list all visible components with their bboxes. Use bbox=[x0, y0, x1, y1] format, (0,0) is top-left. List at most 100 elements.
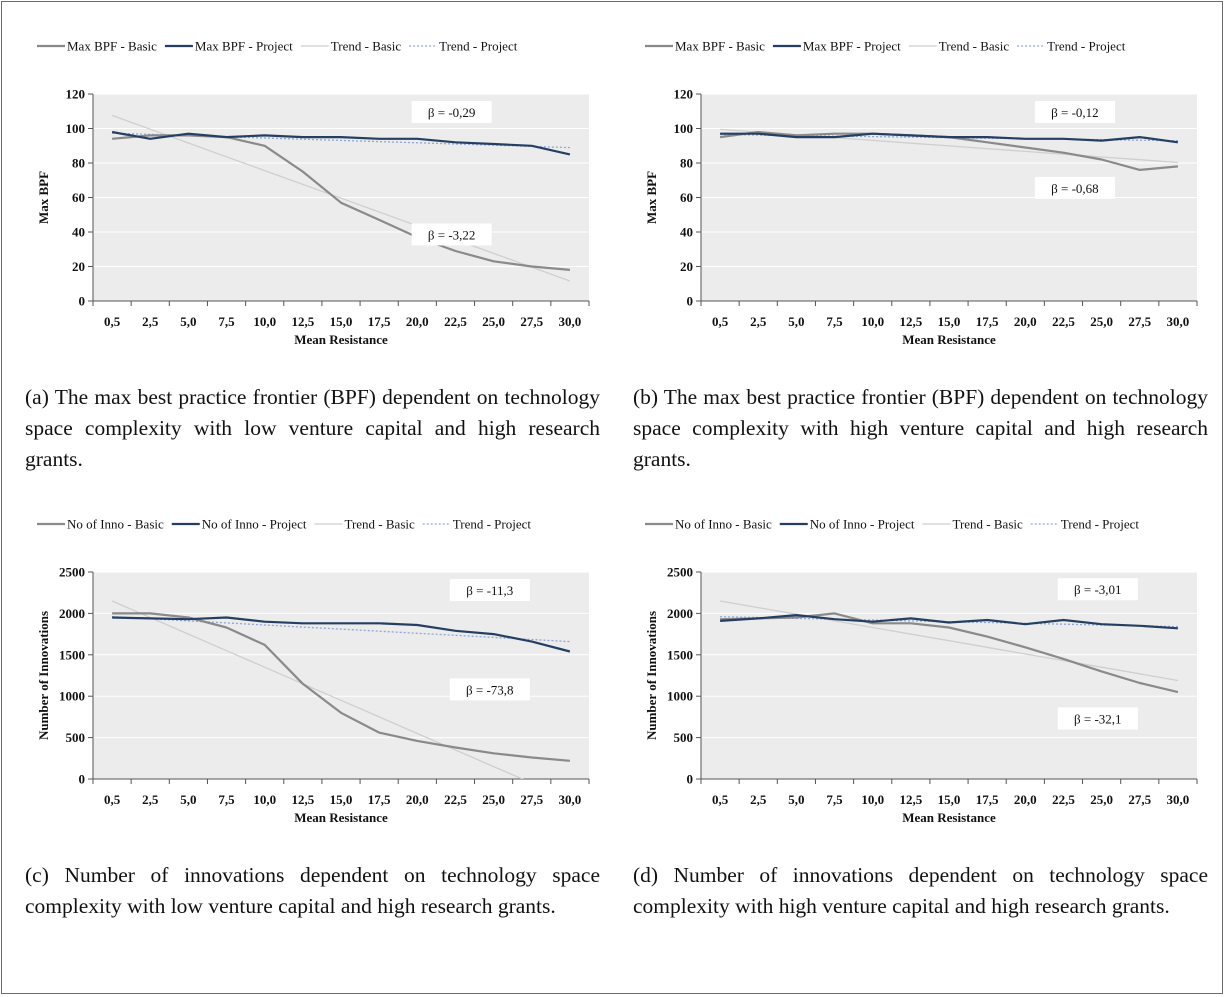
y-axis-title: Max BPF bbox=[36, 171, 51, 224]
y-tick-label: 40 bbox=[72, 225, 85, 240]
x-tick-label: 25,0 bbox=[1090, 314, 1113, 329]
x-tick-label: 2,5 bbox=[750, 314, 767, 329]
y-tick-label: 500 bbox=[674, 730, 694, 745]
y-tick-label: 120 bbox=[66, 87, 86, 102]
beta-label-box bbox=[1034, 176, 1115, 199]
x-tick-label: 2,5 bbox=[750, 792, 767, 807]
legend-label: Trend - Basic bbox=[331, 39, 402, 54]
caption-c: (c) Number of innovations dependent on t… bbox=[25, 863, 600, 918]
x-tick-label: 17,5 bbox=[976, 792, 999, 807]
x-axis-title: Mean Resistance bbox=[902, 810, 996, 825]
x-tick-label: 5,0 bbox=[180, 314, 196, 329]
y-tick-label: 500 bbox=[66, 730, 86, 745]
x-tick-label: 5,0 bbox=[788, 792, 804, 807]
x-tick-label: 27,5 bbox=[520, 314, 543, 329]
series-line-basic bbox=[112, 612, 570, 762]
x-tick-label: 25,0 bbox=[482, 792, 505, 807]
y-tick-label: 0 bbox=[687, 294, 694, 309]
beta-label-box bbox=[1057, 578, 1138, 601]
y-tick-label: 80 bbox=[680, 156, 693, 171]
series-line-project bbox=[720, 613, 1178, 630]
x-tick-label: 20,0 bbox=[406, 792, 429, 807]
x-tick-label: 12,5 bbox=[291, 792, 314, 807]
x-tick-label: 7,5 bbox=[218, 314, 235, 329]
plot-area bbox=[93, 572, 589, 779]
x-tick-label: 12,5 bbox=[899, 792, 922, 807]
beta-label: β = -0,68 bbox=[1051, 181, 1099, 196]
chart-c: 0 500 1000 1500 2000 2500 0,5 2,5 5,0 7,5 10,0 12,5… bbox=[36, 517, 590, 825]
beta-label-box bbox=[411, 223, 492, 246]
x-tick-label: 27,5 bbox=[520, 792, 543, 807]
x-tick-label: 15,0 bbox=[330, 314, 353, 329]
beta-label-box bbox=[449, 678, 530, 701]
x-tick-label: 15,0 bbox=[938, 314, 961, 329]
x-tick-label: 17,5 bbox=[368, 314, 391, 329]
beta-label-box bbox=[1034, 100, 1115, 123]
plot-area bbox=[701, 572, 1197, 779]
y-tick-label: 20 bbox=[680, 259, 693, 274]
series-line-basic bbox=[112, 134, 570, 271]
beta-label-box bbox=[449, 579, 530, 602]
x-tick-label: 30,0 bbox=[1167, 792, 1190, 807]
x-tick-label: 0,5 bbox=[712, 314, 729, 329]
x-tick-label: 7,5 bbox=[826, 792, 843, 807]
y-tick-label: 2000 bbox=[59, 606, 85, 621]
y-tick-label: 1000 bbox=[667, 689, 693, 704]
y-tick-label: 0 bbox=[79, 294, 86, 309]
x-tick-label: 30,0 bbox=[559, 314, 582, 329]
x-tick-label: 22,5 bbox=[1052, 792, 1075, 807]
legend-label: Max BPF - Basic bbox=[675, 39, 765, 54]
series-line-project bbox=[111, 130, 571, 156]
x-tick-label: 22,5 bbox=[444, 314, 467, 329]
x-tick-label: 12,5 bbox=[899, 314, 922, 329]
series-line-trend-basic bbox=[111, 114, 571, 282]
chart-d: 0 500 1000 1500 2000 2500 0,5 2,5 5,0 7,5 10,0 12,5… bbox=[644, 517, 1198, 825]
x-tick-label: 10,0 bbox=[861, 792, 884, 807]
x-tick-label: 22,5 bbox=[444, 792, 467, 807]
y-axis-title: Max BPF bbox=[644, 171, 659, 224]
series-line-trend-project bbox=[112, 616, 570, 643]
x-axis-title: Mean Resistance bbox=[294, 810, 388, 825]
x-tick-label: 2,5 bbox=[142, 314, 159, 329]
x-tick-label: 5,0 bbox=[788, 314, 804, 329]
legend-label: No of Inno - Basic bbox=[675, 517, 772, 532]
x-tick-label: 17,5 bbox=[368, 792, 391, 807]
beta-label: β = -11,3 bbox=[466, 583, 513, 598]
y-tick-label: 100 bbox=[674, 121, 694, 136]
legend-label: Trend - Project bbox=[1061, 517, 1140, 532]
beta-label: β = -0,12 bbox=[1051, 105, 1099, 120]
y-tick-label: 2000 bbox=[667, 606, 693, 621]
caption-a: (a) The max best practice frontier (BPF)… bbox=[25, 385, 600, 471]
y-tick-label: 2500 bbox=[667, 565, 693, 580]
x-tick-label: 0,5 bbox=[712, 792, 729, 807]
series-line-project bbox=[112, 616, 571, 653]
legend-label: Trend - Project bbox=[439, 39, 518, 54]
beta-label: β = -32,1 bbox=[1074, 711, 1122, 726]
y-tick-label: 60 bbox=[72, 190, 85, 205]
x-tick-label: 30,0 bbox=[1167, 314, 1190, 329]
x-axis-title: Mean Resistance bbox=[294, 332, 388, 347]
y-tick-label: 120 bbox=[674, 87, 694, 102]
x-tick-label: 7,5 bbox=[218, 792, 235, 807]
chart-a: 0 20 40 60 80 100 120 0,5 2,5 5,0 7,5 10,0 12,5 15,0 1… bbox=[36, 39, 590, 347]
y-tick-label: 60 bbox=[680, 190, 693, 205]
beta-label: β = -0,29 bbox=[428, 105, 476, 120]
x-tick-label: 7,5 bbox=[826, 314, 843, 329]
x-tick-label: 12,5 bbox=[291, 314, 314, 329]
x-tick-label: 10,0 bbox=[253, 792, 276, 807]
y-axis-title: Number of Innovations bbox=[644, 611, 659, 740]
x-tick-label: 20,0 bbox=[406, 314, 429, 329]
legend-label: No of Inno - Basic bbox=[67, 517, 164, 532]
series-line-project bbox=[720, 132, 1179, 144]
chart-b: 0 20 40 60 80 100 120 0,5 2,5 5,0 7,5 10,0 12,5 15,0 1… bbox=[644, 39, 1198, 347]
x-tick-label: 15,0 bbox=[938, 792, 961, 807]
x-axis-title: Mean Resistance bbox=[902, 332, 996, 347]
x-tick-label: 25,0 bbox=[1090, 792, 1113, 807]
legend-label: Max BPF - Project bbox=[195, 39, 293, 54]
legend-label: Max BPF - Project bbox=[803, 39, 901, 54]
series-line-trend-basic bbox=[111, 600, 524, 779]
y-tick-label: 80 bbox=[72, 156, 85, 171]
x-tick-label: 27,5 bbox=[1128, 314, 1151, 329]
x-tick-label: 20,0 bbox=[1014, 792, 1037, 807]
legend-label: Trend - Basic bbox=[939, 39, 1010, 54]
